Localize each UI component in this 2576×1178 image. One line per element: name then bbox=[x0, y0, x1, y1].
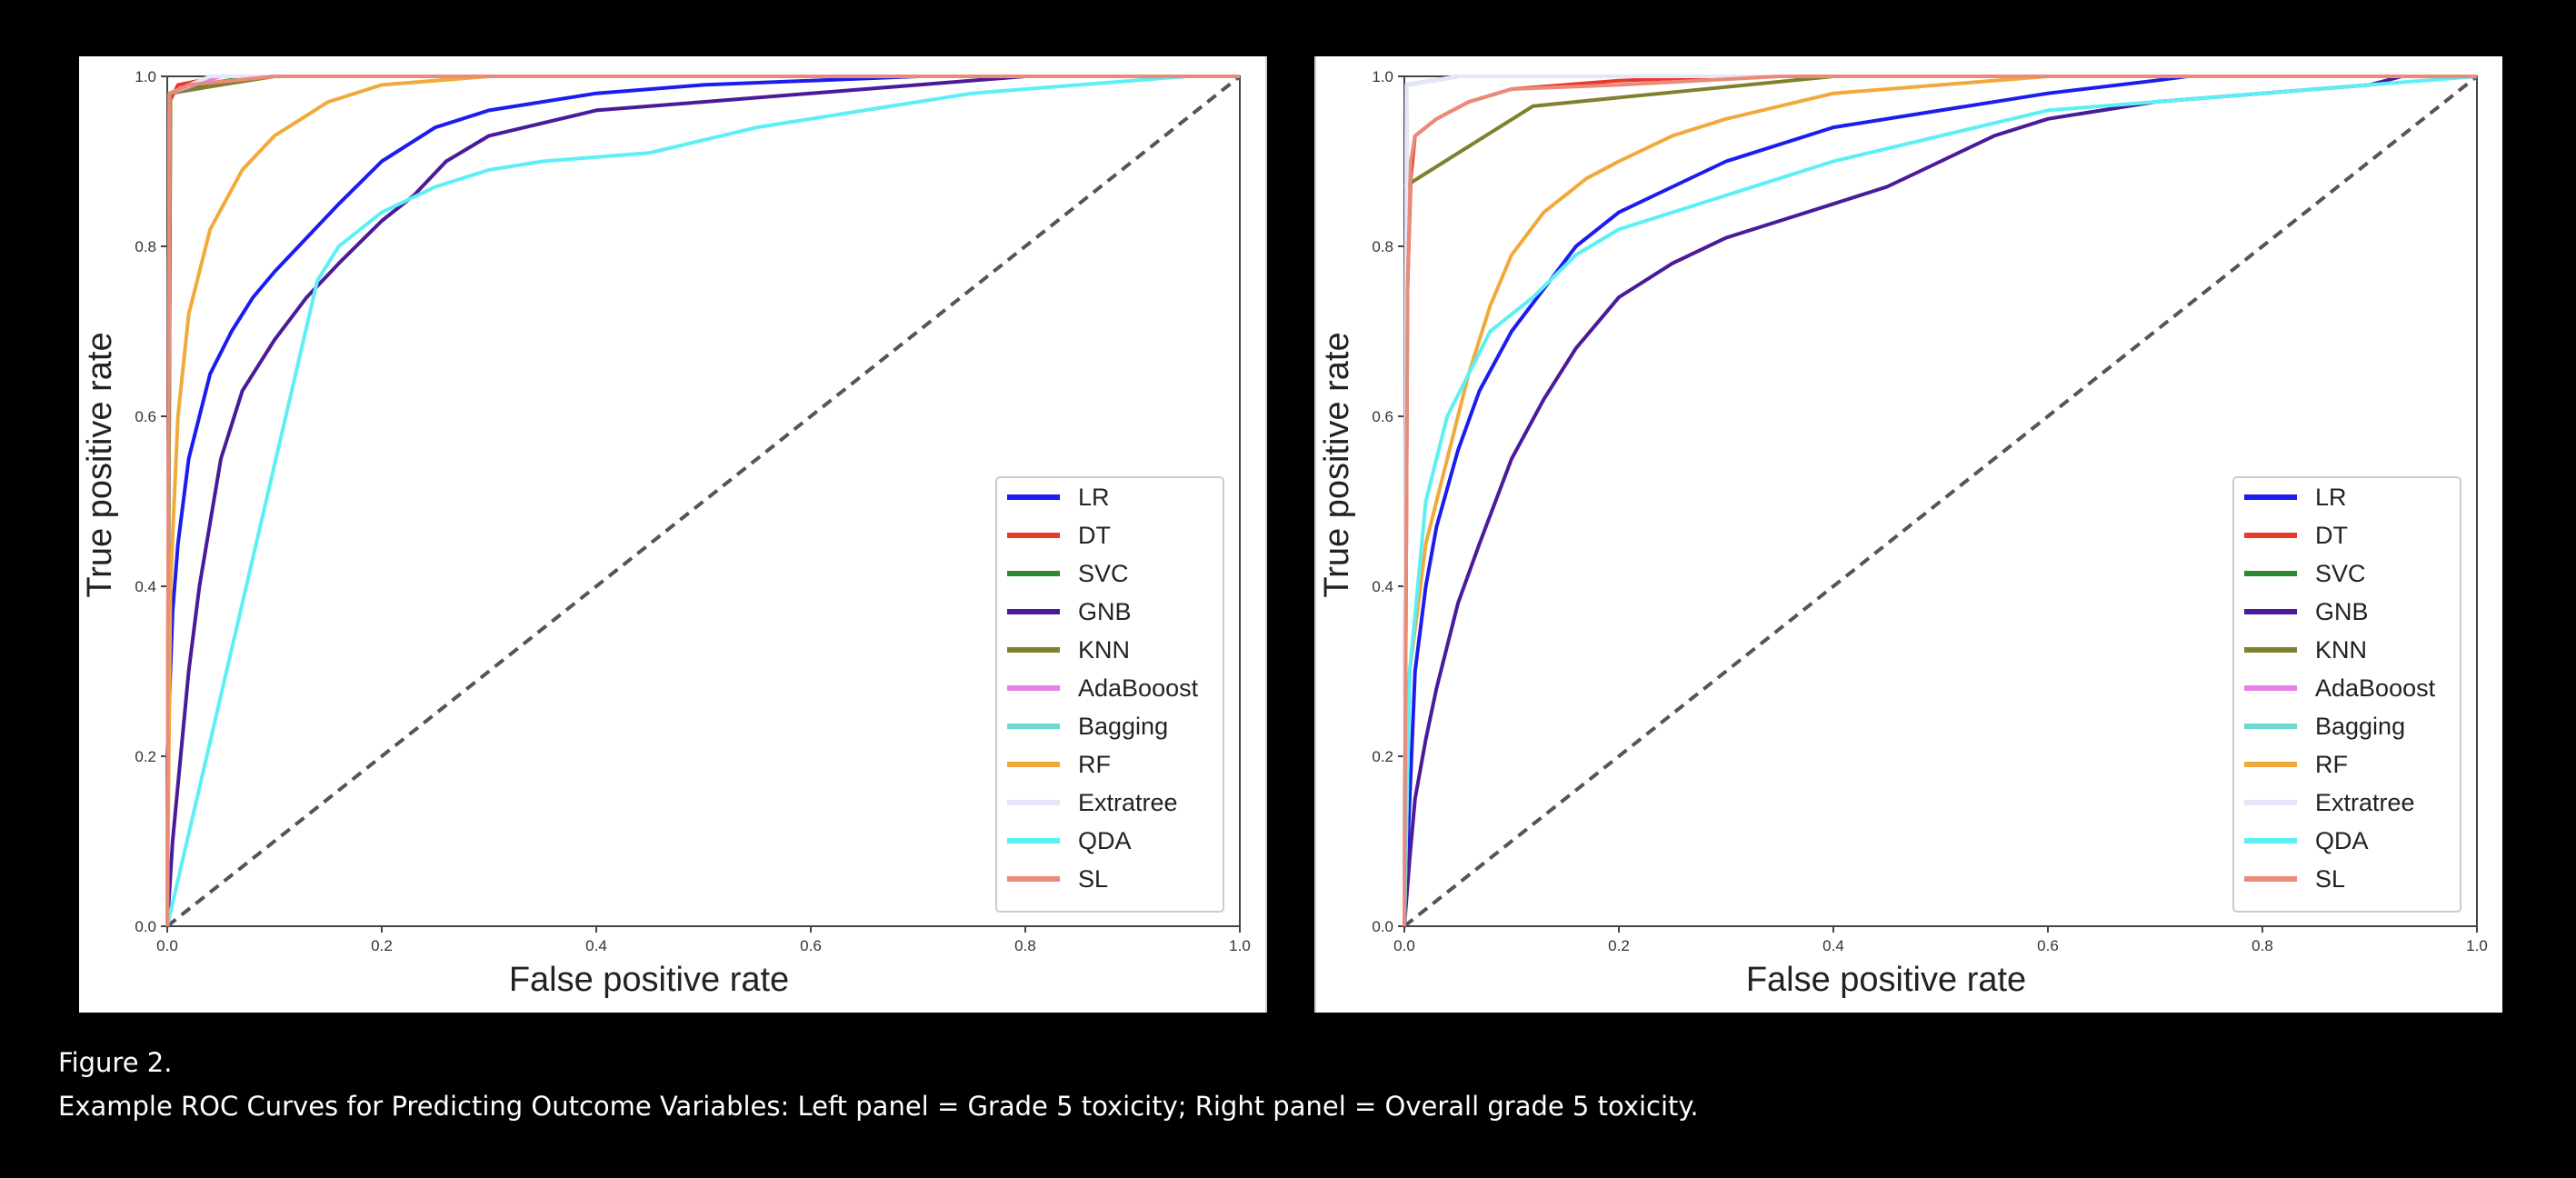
legend-label: SL bbox=[2315, 865, 2345, 893]
x-tick-label: 1.0 bbox=[2466, 937, 2488, 954]
series-line-rf bbox=[165, 75, 1240, 927]
series-line-sl bbox=[1403, 75, 2477, 927]
roc-panel-right: 0.0 0.2 0.4 0.6 0.8 1.0 0.0 0.2 0.4 0.6 0.8 1.0 Fals… bbox=[1316, 56, 2502, 1013]
figure-label: Figure 2. bbox=[58, 1047, 173, 1078]
legend-label: SVC bbox=[1078, 560, 1129, 587]
y-tick-label: 0.6 bbox=[1372, 408, 1393, 425]
legend-label: SVC bbox=[2315, 560, 2366, 587]
x-tick-label: 0.8 bbox=[1014, 937, 1036, 954]
legend-label: LR bbox=[2315, 484, 2347, 511]
legend-label: Extratree bbox=[1078, 789, 1178, 816]
legend-label: DT bbox=[1078, 522, 1111, 549]
roc-chart-left: 0.0 0.2 0.4 0.6 0.8 1.0 0.0 0.2 0.4 0.6 0.8 1.0 Fals… bbox=[81, 68, 1251, 999]
y-tick-label: 0.2 bbox=[135, 748, 156, 765]
panel-divider bbox=[1314, 56, 1316, 1013]
y-tick-label: 0.6 bbox=[135, 408, 156, 425]
x-tick-label: 0.4 bbox=[1822, 937, 1844, 954]
series-line-qda bbox=[1403, 75, 2478, 927]
legend-label: DT bbox=[2315, 522, 2348, 549]
x-tick-label: 0.6 bbox=[2037, 937, 2059, 954]
y-tick-label: 0.4 bbox=[1372, 578, 1393, 595]
x-tick-label: 1.0 bbox=[1229, 937, 1251, 954]
legend-label: RF bbox=[2315, 751, 2348, 778]
y-tick-label: 1.0 bbox=[135, 68, 156, 85]
x-tick-label: 0.2 bbox=[1608, 937, 1630, 954]
diagonal-reference-line bbox=[1403, 75, 2479, 928]
series-line-sl bbox=[165, 75, 1240, 927]
x-axis-label: False positive rate bbox=[1746, 961, 2026, 999]
y-tick-label: 0.2 bbox=[1372, 748, 1393, 765]
legend-label: Extratree bbox=[2315, 789, 2415, 816]
legend-label: AdaBooost bbox=[1078, 674, 1199, 702]
y-axis-label: True positive rate bbox=[1318, 332, 1356, 597]
legend-label: AdaBooost bbox=[2315, 674, 2436, 702]
y-tick-label: 0.8 bbox=[135, 238, 156, 255]
series-line-qda bbox=[165, 75, 1240, 927]
legend-label: LR bbox=[1078, 484, 1110, 511]
y-tick-label: 0.0 bbox=[1372, 918, 1393, 935]
x-tick-label: 0.6 bbox=[800, 937, 822, 954]
x-tick-label: 0.4 bbox=[585, 937, 607, 954]
legend-label: Bagging bbox=[2315, 713, 2405, 740]
y-tick-label: 0.4 bbox=[135, 578, 156, 595]
y-tick-label: 0.8 bbox=[1372, 238, 1393, 255]
legend-label: Bagging bbox=[1078, 713, 1168, 740]
y-axis-label: True positive rate bbox=[81, 332, 119, 597]
legend-label: KNN bbox=[2315, 636, 2367, 664]
series-line-gnb bbox=[165, 75, 1240, 927]
legend-label: GNB bbox=[1078, 598, 1132, 625]
x-axis-label: False positive rate bbox=[509, 961, 789, 999]
x-tick-label: 0.0 bbox=[1393, 937, 1415, 954]
diagonal-reference-line bbox=[165, 75, 1242, 928]
series-line-lr bbox=[165, 75, 1240, 926]
x-tick-label: 0.0 bbox=[156, 937, 178, 954]
legend-label: SL bbox=[1078, 865, 1108, 893]
roc-chart-right: 0.0 0.2 0.4 0.6 0.8 1.0 0.0 0.2 0.4 0.6 0.8 1.0 Fals… bbox=[1318, 68, 2488, 999]
series-line-lr bbox=[1403, 75, 2477, 927]
y-tick-label: 0.0 bbox=[135, 918, 156, 935]
panel-divider bbox=[1265, 56, 1267, 1013]
series-line-rf bbox=[1403, 75, 2477, 927]
legend-label: GNB bbox=[2315, 598, 2369, 625]
legend-label: RF bbox=[1078, 751, 1111, 778]
legend-label: QDA bbox=[2315, 827, 2369, 854]
x-tick-label: 0.2 bbox=[371, 937, 393, 954]
figure-caption: Example ROC Curves for Predicting Outcom… bbox=[58, 1091, 1699, 1122]
legend-label: QDA bbox=[1078, 827, 1132, 854]
x-tick-label: 0.8 bbox=[2252, 937, 2273, 954]
legend-label: KNN bbox=[1078, 636, 1130, 664]
roc-panel-left: 0.0 0.2 0.4 0.6 0.8 1.0 0.0 0.2 0.4 0.6 0.8 1.0 Fals… bbox=[79, 56, 1265, 1013]
y-tick-label: 1.0 bbox=[1372, 68, 1393, 85]
